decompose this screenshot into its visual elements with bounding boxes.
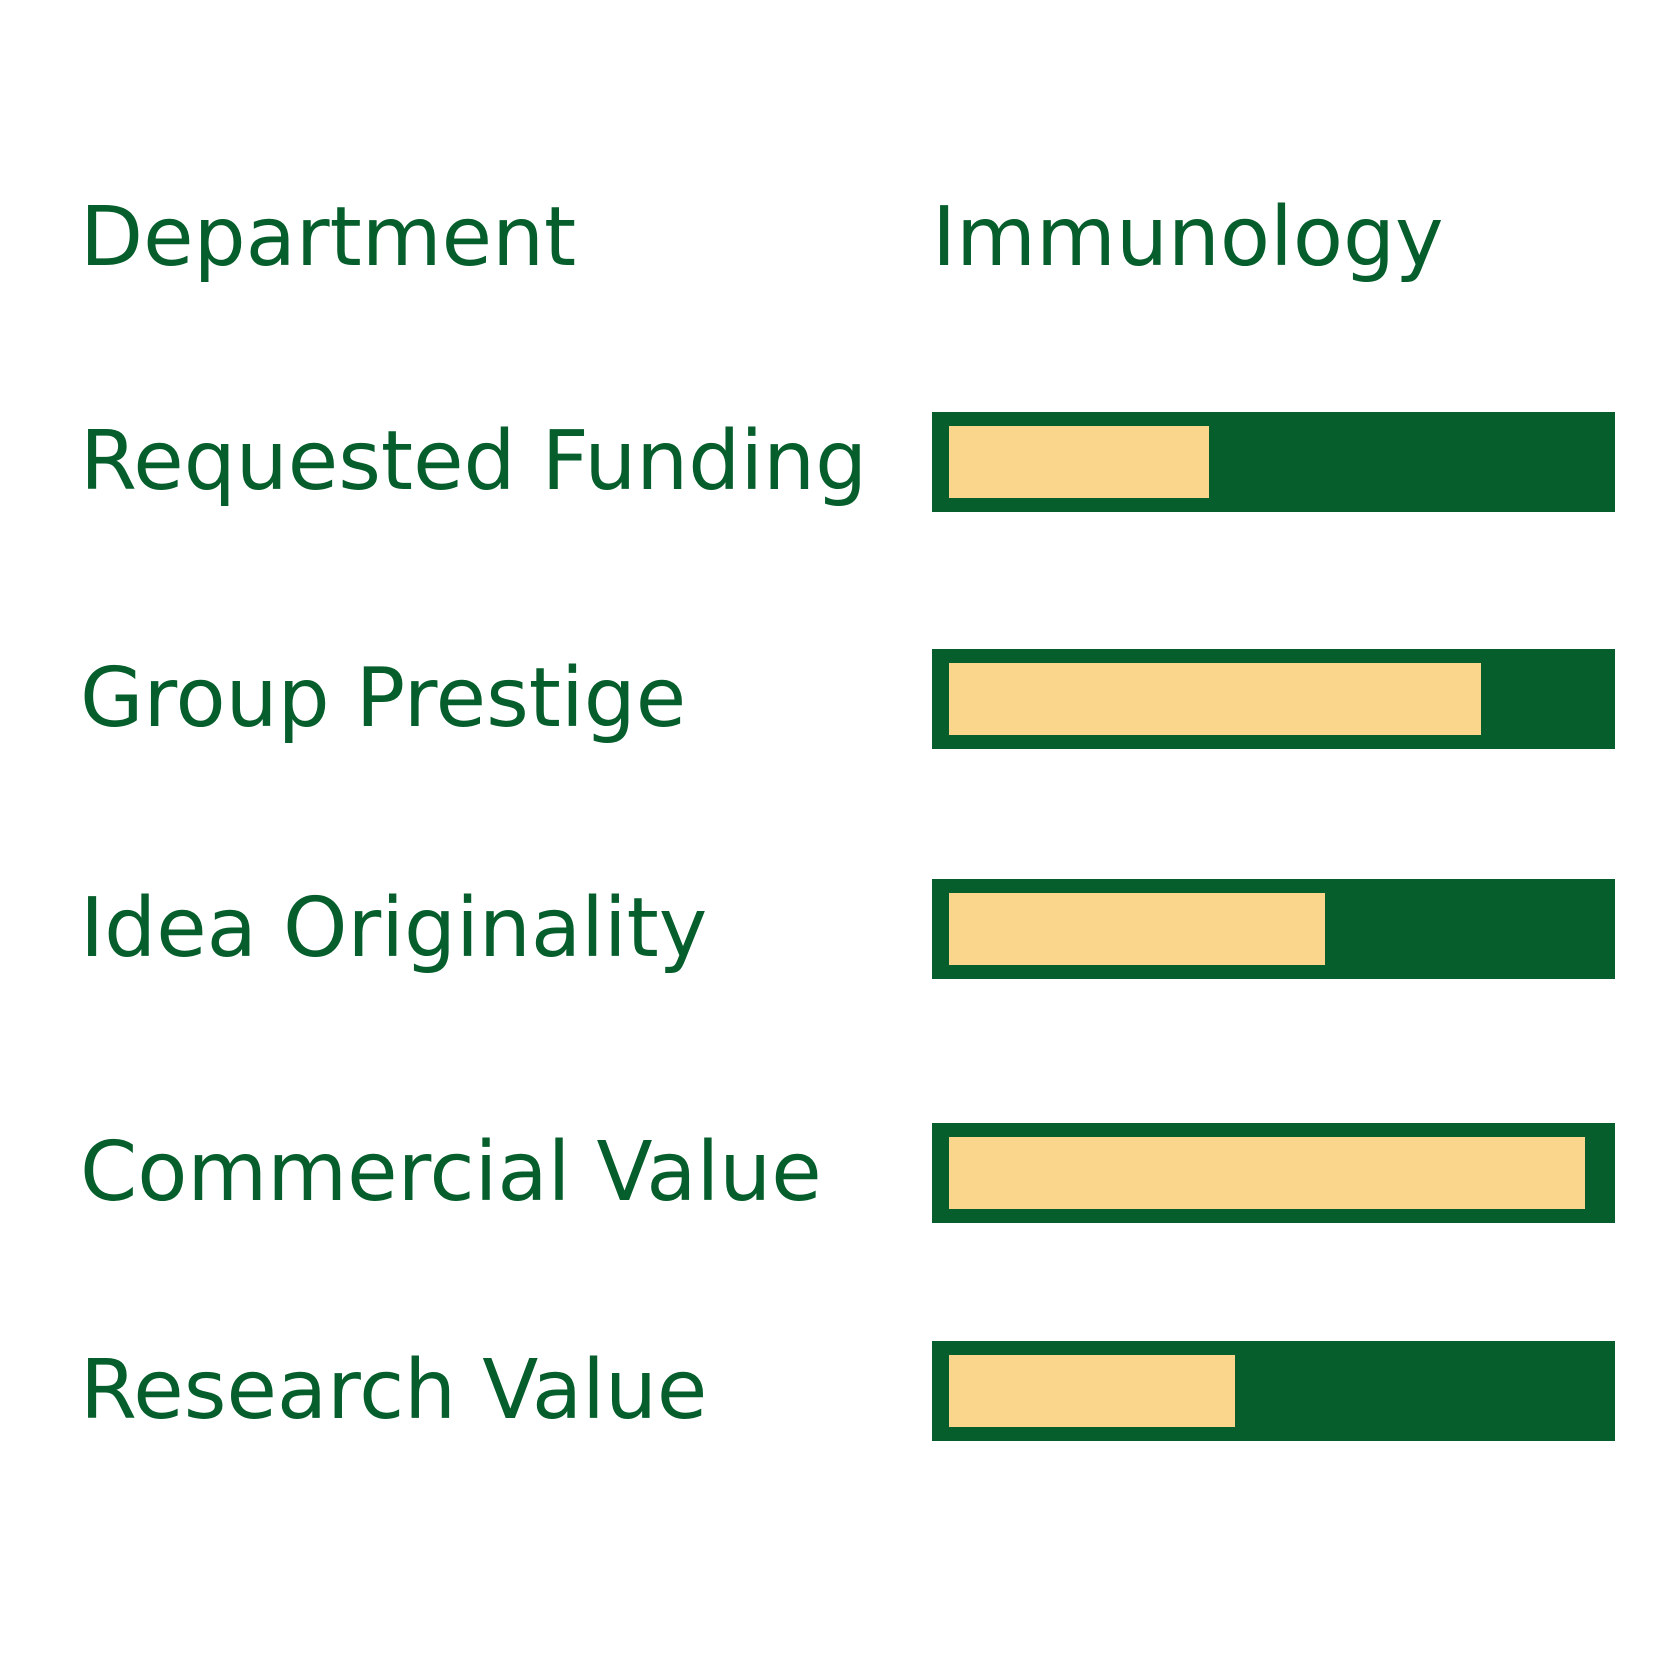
department-value: Immunology (932, 190, 1444, 285)
metric-bar-fill (949, 893, 1325, 965)
metric-bar-track (932, 412, 1615, 512)
metric-bar-track (932, 1341, 1615, 1441)
metric-bar-fill (949, 1355, 1235, 1427)
metric-bar-track (932, 879, 1615, 979)
metric-label: Idea Originality (80, 881, 708, 976)
metric-label: Research Value (80, 1343, 708, 1438)
metric-label: Requested Funding (80, 414, 868, 509)
metric-bar-fill (949, 1137, 1585, 1209)
metric-label: Commercial Value (80, 1125, 822, 1220)
metric-bar-track (932, 1123, 1615, 1223)
metric-bar-fill (949, 663, 1481, 735)
metric-label: Group Prestige (80, 651, 687, 746)
metric-bar-fill (949, 426, 1209, 498)
department-label: Department (80, 190, 577, 285)
metric-bar-track (932, 649, 1615, 749)
